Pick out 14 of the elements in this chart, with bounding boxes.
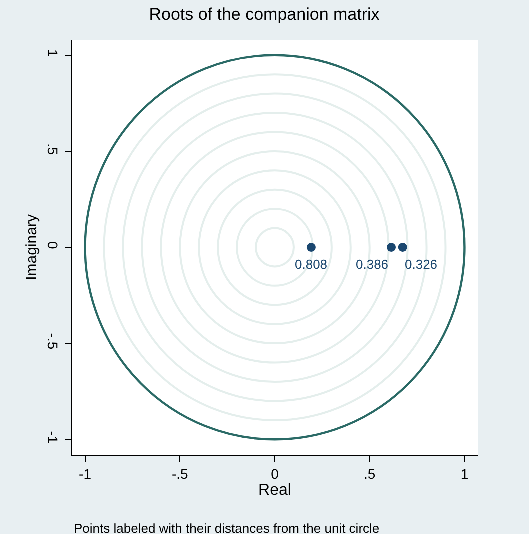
- x-tick-label: 1: [460, 466, 469, 482]
- y-tick-label: -1: [45, 431, 62, 444]
- y-axis-title: Imaginary: [23, 214, 40, 280]
- text: Points labeled with their distances from the unit circle: [74, 521, 380, 534]
- y-tick-label: .5: [45, 143, 62, 156]
- y-tick-label: 1: [45, 49, 62, 58]
- x-axis-title: Real: [258, 482, 292, 499]
- y-tick-label: 0: [45, 242, 62, 250]
- chart-title: Roots of the companion matrix: [149, 4, 380, 24]
- x-tick-label: 0: [271, 466, 280, 482]
- x-tick-label: -.5: [172, 466, 189, 482]
- x-tick-label: -1: [79, 466, 92, 482]
- y-tick-label: -.5: [45, 333, 62, 350]
- x-tick-label: .5: [364, 466, 376, 482]
